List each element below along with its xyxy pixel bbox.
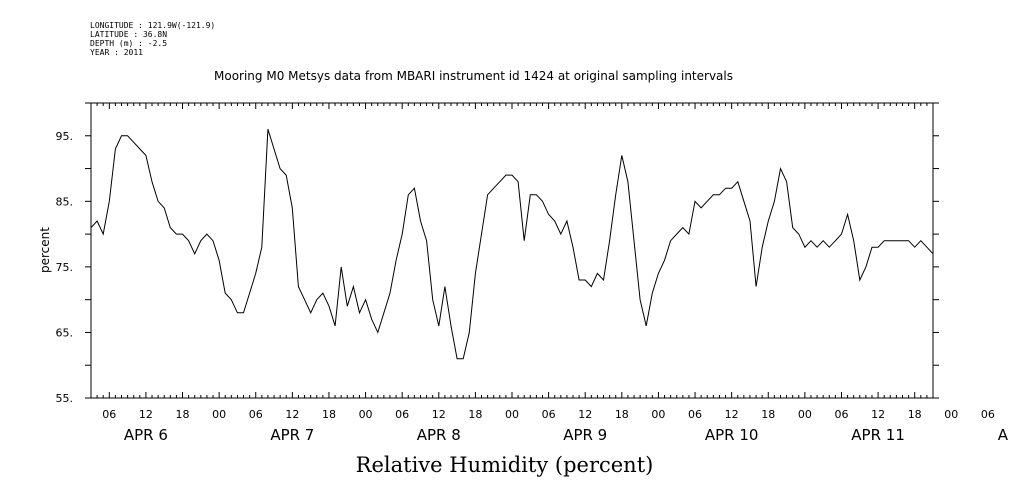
chart-title: Mooring M0 Metsys data from MBARI instru… <box>214 69 733 83</box>
x-tick-label: 06 <box>834 408 848 421</box>
x-axis-title: Relative Humidity (percent) <box>355 453 654 477</box>
y-tick-label: 65. <box>56 326 74 339</box>
x-tick-label: 06 <box>688 408 702 421</box>
x-tick-label: 00 <box>212 408 226 421</box>
x-tick-label: 06 <box>542 408 556 421</box>
x-day-label: APR 7 <box>270 426 314 444</box>
y-tick-label: 95. <box>56 130 74 143</box>
x-day-label: APR 8 <box>417 426 461 444</box>
x-tick-label: 12 <box>139 408 153 421</box>
depth-text: DEPTH (m) : -2.5 <box>90 39 168 48</box>
x-tick-label: 06 <box>102 408 116 421</box>
latitude-text: LATITUDE : 36.8N <box>90 30 168 39</box>
x-tick-label: 00 <box>651 408 665 421</box>
y-tick-label: 85. <box>56 195 74 208</box>
axis-ticks <box>85 102 939 399</box>
x-day-label: APR 11 <box>851 426 905 444</box>
x-tick-label: 12 <box>432 408 446 421</box>
x-tick-label: 12 <box>871 408 885 421</box>
x-day-label: APR 6 <box>124 426 168 444</box>
x-tick-label: 12 <box>285 408 299 421</box>
y-tick-labels: 55. 65. 75. 85. 95. <box>56 130 74 405</box>
longitude-text: LONGITUDE : 121.9W(-121.9) <box>90 21 216 30</box>
x-tick-label: 18 <box>615 408 629 421</box>
x-tick-label: 18 <box>176 408 190 421</box>
x-tick-label: 18 <box>761 408 775 421</box>
x-tick-label: 18 <box>468 408 482 421</box>
x-tick-labels: 06 12 18 00 06 12 18 00 06 12 18 00 06 12 18 00 06 12 18 00… <box>102 408 995 421</box>
x-tick-label: 06 <box>395 408 409 421</box>
x-tick-label: 18 <box>908 408 922 421</box>
x-tick-label: 00 <box>798 408 812 421</box>
x-day-label: APR 10 <box>705 426 759 444</box>
x-tick-label: 06 <box>249 408 263 421</box>
y-tick-label: 75. <box>56 261 74 274</box>
x-tick-label: 12 <box>725 408 739 421</box>
x-tick-label: 00 <box>944 408 958 421</box>
x-tick-label: 00 <box>359 408 373 421</box>
y-axis-label: percent <box>38 227 52 273</box>
x-tick-label: 18 <box>322 408 336 421</box>
y-tick-label: 55. <box>56 392 74 405</box>
metadata-block: LONGITUDE : 121.9W(-121.9) LATITUDE : 36… <box>90 21 215 57</box>
x-day-label: APR 9 <box>563 426 607 444</box>
x-tick-label: 12 <box>578 408 592 421</box>
plot-frame <box>90 102 934 399</box>
x-tick-label: 00 <box>505 408 519 421</box>
humidity-series-line <box>90 129 934 360</box>
x-tick-label: 06 <box>981 408 995 421</box>
year-text: YEAR : 2011 <box>90 48 143 57</box>
x-day-label: APR 12 <box>998 426 1009 444</box>
